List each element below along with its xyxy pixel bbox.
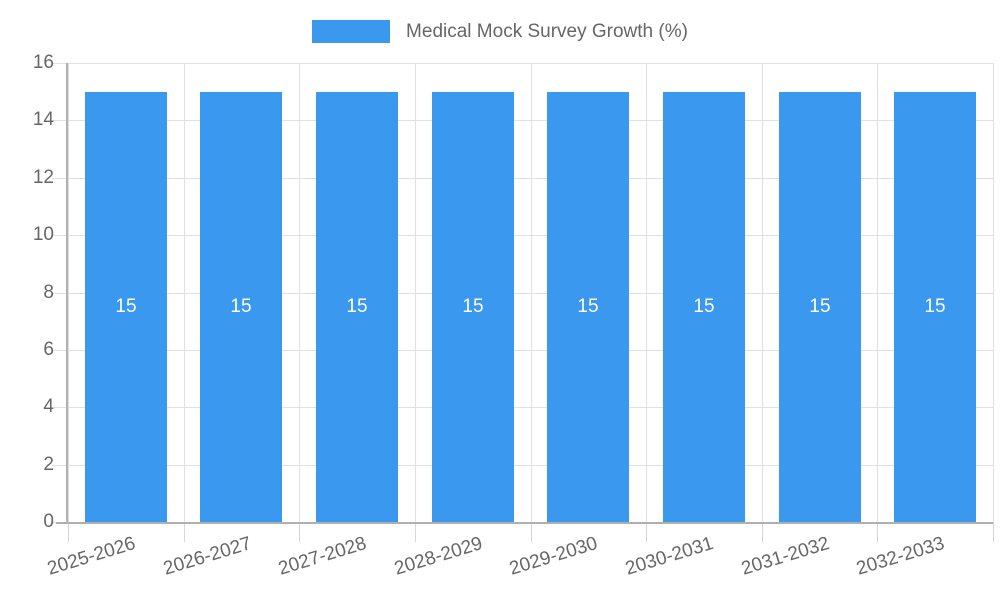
y-gridline	[68, 63, 993, 64]
y-gridline	[68, 350, 993, 351]
y-tick-label: 10	[32, 224, 54, 245]
y-tick-label: 8	[43, 282, 54, 303]
bar[interactable]: 15	[779, 92, 861, 522]
y-tick-mark	[52, 120, 68, 121]
x-axis-line	[56, 522, 993, 524]
y-tick-label: 2	[43, 454, 54, 475]
bar[interactable]: 15	[432, 92, 514, 522]
bar[interactable]: 15	[316, 92, 398, 522]
y-tick-label: 16	[32, 52, 54, 73]
y-tick-mark	[52, 235, 68, 236]
bar-value-label: 15	[346, 296, 368, 317]
x-gridline	[184, 63, 185, 522]
bar[interactable]: 15	[894, 92, 976, 522]
x-gridline	[68, 63, 69, 522]
x-tick-label: 2029-2030	[507, 533, 601, 580]
y-tick-mark	[52, 293, 68, 294]
x-tick-mark	[415, 522, 416, 542]
x-tick-label: 2025-2026	[44, 533, 138, 580]
y-gridline	[68, 293, 993, 294]
x-gridline	[299, 63, 300, 522]
x-tick-label: 2027-2028	[276, 533, 370, 580]
bar-value-label: 15	[462, 296, 484, 317]
x-gridline	[993, 63, 994, 522]
x-gridline	[877, 63, 878, 522]
bar[interactable]: 15	[547, 92, 629, 522]
y-tick-mark	[52, 178, 68, 179]
bar[interactable]: 15	[200, 92, 282, 522]
x-tick-mark	[68, 522, 69, 542]
x-gridline	[415, 63, 416, 522]
x-gridline	[531, 63, 532, 522]
y-gridline	[68, 235, 993, 236]
y-gridline	[68, 178, 993, 179]
x-tick-mark	[877, 522, 878, 542]
x-tick-label: 2026-2027	[160, 533, 254, 580]
y-tick-label: 6	[43, 339, 54, 360]
bar[interactable]: 15	[663, 92, 745, 522]
x-tick-mark	[646, 522, 647, 542]
x-tick-mark	[762, 522, 763, 542]
y-axis-line	[66, 63, 68, 522]
y-gridline	[68, 120, 993, 121]
y-tick-label: 12	[32, 167, 54, 188]
y-tick-label: 0	[43, 511, 54, 532]
bar-value-label: 15	[230, 296, 252, 317]
x-tick-mark	[299, 522, 300, 542]
legend[interactable]: Medical Mock Survey Growth (%)	[0, 20, 1000, 43]
y-gridline	[68, 407, 993, 408]
legend-label: Medical Mock Survey Growth (%)	[406, 20, 688, 42]
x-tick-label: 2028-2029	[391, 533, 485, 580]
bar[interactable]: 15	[85, 92, 167, 522]
bar-value-label: 15	[577, 296, 599, 317]
bar-value-label: 15	[924, 296, 946, 317]
x-tick-mark	[184, 522, 185, 542]
y-tick-label: 4	[43, 396, 54, 417]
y-tick-mark	[52, 465, 68, 466]
legend-swatch	[312, 20, 391, 43]
y-tick-label: 14	[32, 109, 54, 130]
bar-value-label: 15	[693, 296, 715, 317]
bar-value-label: 15	[115, 296, 137, 317]
x-tick-label: 2031-2032	[738, 533, 832, 580]
y-tick-mark	[52, 63, 68, 64]
y-tick-mark	[52, 407, 68, 408]
bar-value-label: 15	[809, 296, 831, 317]
x-tick-mark	[993, 522, 994, 542]
x-gridline	[646, 63, 647, 522]
y-tick-mark	[52, 350, 68, 351]
y-gridline	[68, 465, 993, 466]
x-tick-label: 2030-2031	[623, 533, 717, 580]
x-tick-mark	[531, 522, 532, 542]
x-gridline	[762, 63, 763, 522]
x-tick-label: 2032-2033	[854, 533, 948, 580]
